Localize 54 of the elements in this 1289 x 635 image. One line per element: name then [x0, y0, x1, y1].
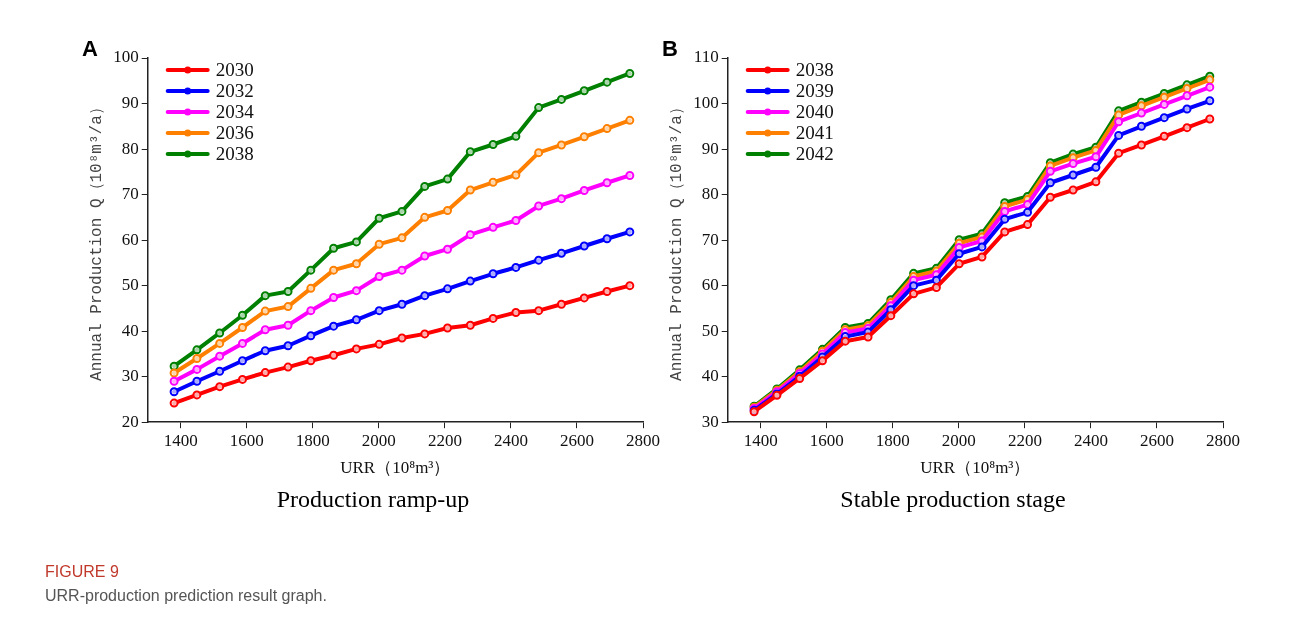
x-tick-label: 2600 — [1139, 430, 1174, 450]
x-tick-label: 2200 — [1007, 430, 1042, 450]
x-tick-label: 1400 — [163, 430, 198, 450]
y-tick-label: 30 — [121, 366, 139, 386]
y-axis-title: Annual Production Q（10⁸m³/a） — [87, 99, 106, 381]
y-tick-label: 80 — [701, 184, 719, 204]
legend-label: 2038 — [795, 58, 834, 80]
y-tick-label: 70 — [701, 229, 719, 249]
x-tick-label: 2400 — [1073, 430, 1108, 450]
legend-label: 2038 — [215, 142, 254, 164]
y-tick-label: 40 — [701, 366, 719, 386]
y-tick-label: 100 — [693, 92, 719, 112]
y-tick-label: 50 — [121, 275, 139, 295]
x-axis-title: URR（10⁸m³） — [920, 458, 1031, 478]
y-tick-label: 80 — [121, 138, 139, 158]
y-tick-label: 20 — [121, 411, 139, 431]
y-tick-label: 110 — [693, 47, 719, 67]
y-tick-label: 100 — [113, 47, 139, 67]
x-tick-label: 1800 — [875, 430, 910, 450]
legend-label: 2040 — [795, 100, 834, 122]
x-tick-label: 1600 — [809, 430, 844, 450]
chart-title: A — [82, 36, 98, 62]
y-tick-label: 90 — [121, 92, 139, 112]
x-tick-label: 2800 — [626, 430, 660, 450]
text: Production ramp-up — [275, 486, 471, 513]
legend-label: 2032 — [215, 79, 254, 101]
legend-label: 2042 — [795, 142, 834, 164]
x-tick-label: 1600 — [229, 430, 264, 450]
chart-title: B — [662, 36, 678, 62]
y-tick-label: 30 — [701, 411, 719, 431]
x-tick-label: 2000 — [941, 430, 976, 450]
y-tick-label: 40 — [121, 320, 139, 340]
legend-label: 2039 — [795, 79, 834, 101]
x-axis-title: URR（10⁸m³） — [340, 458, 451, 478]
x-tick-label: 2200 — [427, 430, 462, 450]
text: URR-production prediction result graph. — [45, 587, 327, 605]
y-tick-label: 60 — [121, 229, 139, 249]
y-tick-label: 60 — [701, 275, 719, 295]
y-axis-title: Annual Production Q（10⁸m³/a） — [667, 99, 686, 381]
text: Stable production stage — [839, 486, 1067, 513]
legend-label: 2034 — [215, 100, 255, 122]
y-tick-label: 50 — [701, 320, 719, 340]
legend-label: 2036 — [215, 121, 254, 143]
x-tick-label: 2000 — [361, 430, 396, 450]
legend-label: 2030 — [215, 58, 254, 80]
x-tick-label: 1800 — [295, 430, 330, 450]
x-tick-label: 2400 — [493, 430, 528, 450]
x-tick-label: 1400 — [743, 430, 778, 450]
y-tick-label: 90 — [701, 138, 719, 158]
x-tick-label: 2800 — [1206, 430, 1240, 450]
legend-label: 2041 — [795, 121, 834, 143]
y-tick-label: 70 — [121, 184, 139, 204]
x-tick-label: 2600 — [559, 430, 594, 450]
caption: FIGURE 9 — [45, 563, 120, 581]
